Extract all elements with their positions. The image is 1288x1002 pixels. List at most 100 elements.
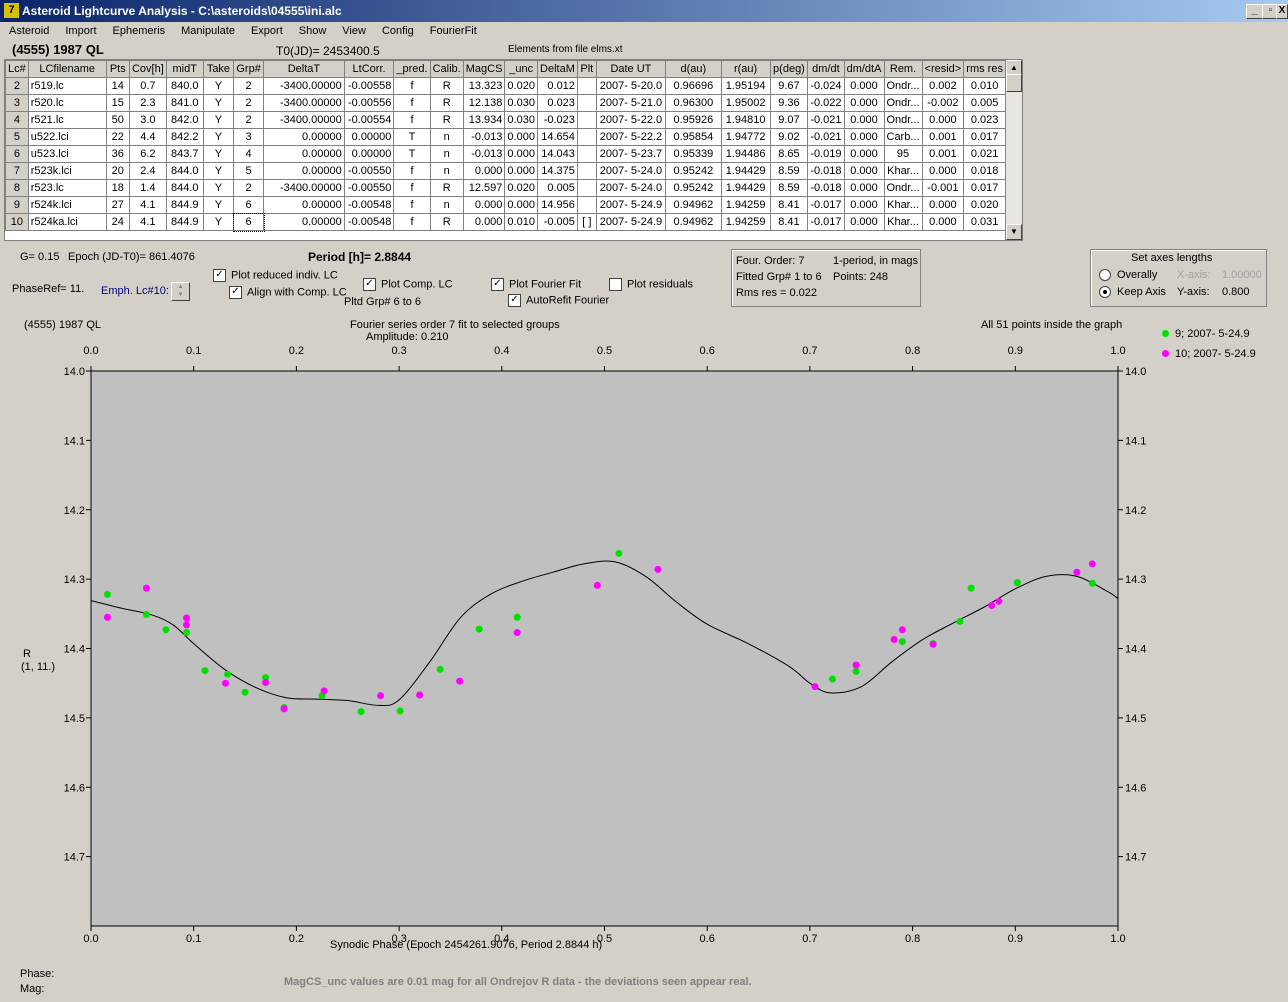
table-cell[interactable]: 0.000 — [462, 162, 506, 180]
table-cell[interactable]: 1.95194 — [720, 77, 771, 95]
table-cell[interactable]: 844.0 — [165, 162, 204, 180]
table-cell[interactable]: 0.000 — [921, 196, 965, 214]
table-cell[interactable]: 6 — [233, 196, 265, 214]
row-number[interactable]: 10 — [5, 213, 29, 231]
table-cell[interactable]: 50 — [105, 111, 130, 129]
table-cell[interactable] — [576, 111, 597, 129]
table-cell[interactable]: 2007- 5-20.0 — [595, 77, 667, 95]
table-cell[interactable]: 9.67 — [769, 77, 809, 95]
table-cell[interactable]: 2007- 5-21.0 — [595, 94, 667, 112]
column-header[interactable]: Lc# — [5, 60, 29, 78]
table-cell[interactable]: 0.020 — [963, 196, 1006, 214]
table-cell[interactable] — [576, 162, 597, 180]
column-header[interactable]: DeltaT — [263, 60, 345, 78]
table-cell[interactable]: 3.0 — [128, 111, 167, 129]
table-cell[interactable]: -0.013 — [462, 145, 506, 163]
table-cell[interactable]: 2 — [233, 77, 265, 95]
table-cell[interactable]: 4.1 — [128, 213, 167, 231]
table-cell[interactable]: 0.030 — [504, 94, 538, 112]
table-cell[interactable]: f — [393, 213, 431, 231]
table-cell[interactable]: 0.000 — [921, 213, 965, 231]
menu-export[interactable]: Export — [250, 25, 283, 37]
column-header[interactable]: LCfilename — [27, 60, 107, 78]
plot-residuals-checkbox[interactable]: Plot residuals — [609, 278, 693, 291]
table-cell[interactable]: Ondr... — [883, 77, 923, 95]
table-cell[interactable]: 1.94429 — [720, 162, 771, 180]
table-cell[interactable]: 2007- 5-24.9 — [595, 213, 667, 231]
table-cell[interactable]: 27 — [105, 196, 130, 214]
table-cell[interactable]: 0.000 — [843, 196, 885, 214]
table-cell[interactable]: -0.00550 — [343, 162, 395, 180]
menu-ephemeris[interactable]: Ephemeris — [112, 25, 166, 37]
table-row[interactable]: 10 r524ka.lci 24 4.1 844.9 Y 6 0.00000 -0.00548 f… — [5, 212, 1006, 232]
table-cell[interactable]: 0.000 — [843, 128, 885, 146]
table-cell[interactable]: -3400.00000 — [263, 94, 345, 112]
row-number[interactable]: 2 — [5, 77, 29, 95]
table-cell[interactable]: Y — [202, 162, 235, 180]
table-cell[interactable]: Y — [202, 179, 235, 197]
radio-icon[interactable] — [1099, 286, 1111, 299]
table-cell[interactable]: T — [393, 145, 431, 163]
column-header[interactable]: p(deg) — [769, 60, 809, 78]
table-cell[interactable]: 8.41 — [769, 196, 809, 214]
plot-fourier-checkbox[interactable]: ✓ Plot Fourier Fit — [491, 278, 581, 291]
table-cell[interactable]: R — [429, 111, 464, 129]
table-cell[interactable]: 8.59 — [769, 179, 809, 197]
table-cell[interactable]: 6 — [232, 212, 265, 232]
emph-lc-spinner[interactable]: ▲ ▼ — [171, 282, 190, 301]
keep-axis-radio[interactable]: Keep Axis — [1099, 286, 1166, 299]
table-cell[interactable]: 95 — [883, 145, 923, 163]
column-header[interactable]: Calib. — [429, 60, 464, 78]
table-cell[interactable]: Y — [202, 77, 235, 95]
table-cell[interactable]: 840.0 — [165, 77, 204, 95]
table-cell[interactable]: 1.94429 — [720, 179, 771, 197]
table-cell[interactable]: 843.7 — [165, 145, 204, 163]
table-cell[interactable]: u522.lci — [27, 128, 107, 146]
menu-config[interactable]: Config — [381, 25, 414, 37]
column-header[interactable]: Rem. — [883, 60, 923, 78]
checkbox-icon[interactable]: ✓ — [229, 286, 242, 299]
table-cell[interactable]: -0.018 — [807, 162, 845, 180]
table-cell[interactable]: 2007- 5-24.0 — [595, 162, 667, 180]
table-cell[interactable]: 0.010 — [963, 77, 1006, 95]
table-cell[interactable]: 0.00000 — [343, 145, 395, 163]
table-cell[interactable]: 0.017 — [963, 128, 1006, 146]
table-row[interactable]: 3 r520.lc 15 2.3 841.0 Y 2 -3400.00000 -0.00556 f… — [5, 94, 1006, 112]
table-cell[interactable]: 0.005 — [963, 94, 1006, 112]
table-scrollbar[interactable]: ▲ ▼ — [1005, 59, 1023, 241]
table-cell[interactable]: 0.000 — [843, 94, 885, 112]
table-cell[interactable]: 2007- 5-23.7 — [595, 145, 667, 163]
table-cell[interactable]: 841.0 — [165, 94, 204, 112]
radio-icon[interactable] — [1099, 269, 1111, 282]
table-cell[interactable]: 9.07 — [769, 111, 809, 129]
table-cell[interactable]: R — [429, 213, 464, 231]
minimize-button[interactable]: _ — [1246, 4, 1263, 19]
table-cell[interactable] — [576, 179, 597, 197]
column-header[interactable]: dm/dtA — [843, 60, 885, 78]
column-header[interactable]: Plt — [576, 60, 597, 78]
table-cell[interactable]: 1.94486 — [720, 145, 771, 163]
table-cell[interactable]: R — [429, 77, 464, 95]
checkbox-icon[interactable]: ✓ — [491, 278, 504, 291]
table-cell[interactable]: 14.956 — [536, 196, 578, 214]
autorefit-checkbox[interactable]: ✓ AutoRefit Fourier — [508, 294, 609, 307]
table-cell[interactable]: 0.000 — [462, 213, 506, 231]
column-header[interactable]: Pts — [105, 60, 130, 78]
table-cell[interactable]: -3400.00000 — [263, 111, 345, 129]
table-cell[interactable]: 1.94810 — [720, 111, 771, 129]
table-cell[interactable]: 5 — [233, 162, 265, 180]
table-cell[interactable]: 15 — [105, 94, 130, 112]
table-cell[interactable] — [576, 145, 597, 163]
table-cell[interactable]: 0.95926 — [665, 111, 722, 129]
table-cell[interactable]: 1.95002 — [720, 94, 771, 112]
table-cell[interactable]: -0.018 — [807, 179, 845, 197]
x-axis-value[interactable]: 1.00000 — [1222, 269, 1262, 281]
table-cell[interactable]: 0.020 — [504, 179, 538, 197]
table-cell[interactable]: 2 — [233, 111, 265, 129]
table-cell[interactable]: 0.94962 — [665, 196, 722, 214]
table-cell[interactable]: -3400.00000 — [263, 179, 345, 197]
table-cell[interactable]: 0.96696 — [665, 77, 722, 95]
table-cell[interactable]: 0.96300 — [665, 94, 722, 112]
checkbox-icon[interactable]: ✓ — [363, 278, 376, 291]
